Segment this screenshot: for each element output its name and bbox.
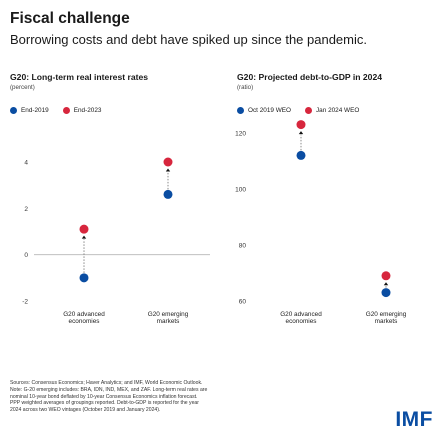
change-arrowhead [165,168,171,172]
legend-label: End-2023 [73,107,102,114]
point-jan-2024-weo [296,120,306,130]
y-tick-label: 0 [24,252,28,259]
right-panel-title: G20: Projected debt-to-GDP in 2024 [237,72,383,82]
legend-item-jan-2024: Jan 2024 WEO [304,107,360,114]
left-panel-title: G20: Long-term real interest rates [10,72,149,82]
point-jan-2024-weo [381,271,391,281]
change-arrowhead [298,131,304,135]
legend-item-oct-2019: Oct 2019 WEO [237,107,291,114]
y-tick-label: 4 [24,160,28,167]
legend-label: End-2019 [21,107,49,114]
change-arrowhead [383,282,389,286]
legend-item-end-2023: End-2023 [62,107,102,114]
x-category-label: G20 emerging [366,311,407,318]
y-tick-label: 60 [239,299,247,306]
x-category-label: economies [286,318,317,325]
left-panel-unit: (percent) [10,84,35,91]
chart-subtitle: Borrowing costs and debt have spiked up … [10,32,367,47]
right-legend: Oct 2019 WEO Jan 2024 WEO [237,107,373,114]
x-category-label: G20 advanced [63,311,105,318]
chart-title: Fiscal challenge [10,10,130,27]
point-end-2023 [79,224,89,234]
legend-red-dot-icon [62,107,70,114]
point-end-2019 [79,273,89,283]
x-category-label: markets [375,318,398,325]
point-oct-2019-weo [381,288,391,298]
right-panel-unit: (ratio) [237,84,254,91]
note-line: 2024 across two WEO vintages (October 20… [10,407,161,414]
y-tick-label: 80 [239,243,247,250]
imf-logo: IMF [395,408,433,431]
legend-label: Oct 2019 WEO [248,107,291,114]
note-line: nominal 10-year bond deflated by 10-year… [10,393,198,400]
x-category-label: markets [157,318,180,325]
x-category-label: G20 emerging [148,311,189,318]
x-category-label: G20 advanced [280,311,322,318]
legend-blue-dot-icon [237,107,244,114]
note-line: Note: G-20 emerging includes: BRA, IDN, … [10,386,208,393]
y-tick-label: -2 [22,299,28,306]
point-end-2023 [163,157,173,167]
legend-item-end-2019: End-2019 [10,107,49,114]
legend-red-dot-icon [304,107,312,114]
legend-blue-dot-icon [10,107,17,114]
y-tick-label: 120 [235,131,246,138]
note-line: PPP weighted averages of groupings repor… [10,400,199,407]
point-end-2019 [163,189,173,199]
source-notes: Sources: Consensus Economics; Haver Anal… [10,380,340,414]
y-tick-label: 100 [235,187,246,194]
left-legend: End-2019 End-2023 [10,107,115,114]
y-tick-label: 2 [24,206,28,213]
note-line: Sources: Consensus Economics; Haver Anal… [10,380,203,386]
legend-label: Jan 2024 WEO [315,107,360,114]
change-arrowhead [81,235,87,239]
x-category-label: economies [69,318,100,325]
point-oct-2019-weo [296,150,306,160]
